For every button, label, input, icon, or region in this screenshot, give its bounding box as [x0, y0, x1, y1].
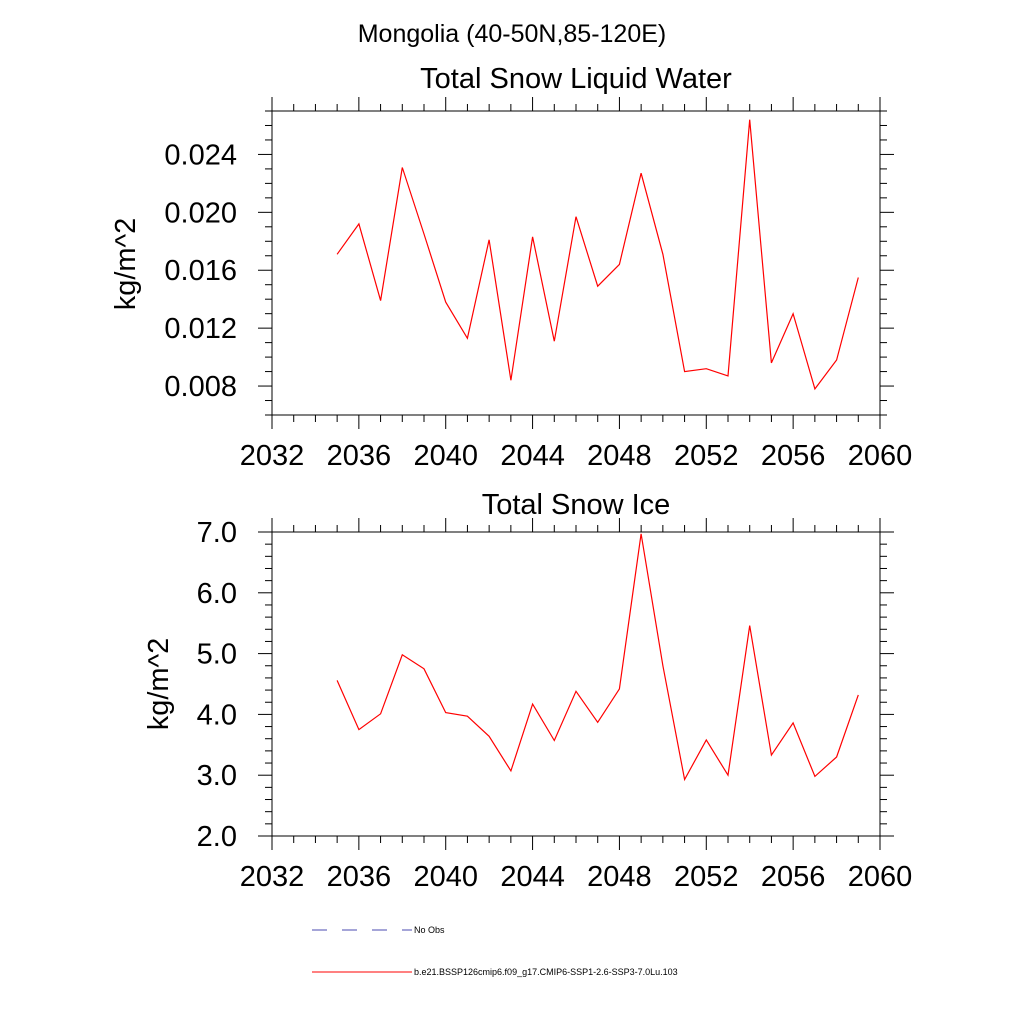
x-tick-label: 2060: [848, 440, 913, 472]
panel-snow-ice: Total Snow Ice kg/m^2 2032 2036 2040 2044 20…: [143, 489, 912, 893]
x-tick-label: 2060: [848, 861, 913, 893]
y-tick-label: 2.0: [197, 821, 237, 853]
legend-label-model: b.e21.BSSP126cmip6.f09_g17.CMIP6-SSP1-2.…: [414, 967, 678, 977]
y-tick-label: 4.0: [197, 699, 237, 731]
y-axis-label: kg/m^2: [110, 218, 142, 311]
x-tick-label: 2040: [413, 861, 478, 893]
x-tick-label: 2056: [761, 861, 826, 893]
legend: No Obs b.e21.BSSP126cmip6.f09_g17.CMIP6-…: [312, 925, 678, 977]
y-tick-label: 0.020: [164, 197, 237, 229]
y-tick-label: 3.0: [197, 760, 237, 792]
figure-suptitle: Mongolia (40-50N,85-120E): [358, 20, 667, 48]
panel-snow-liquid-water: Total Snow Liquid Water kg/m^2 2032 2036 2…: [110, 63, 912, 472]
x-tick-label: 2052: [674, 440, 739, 472]
panel-title: Total Snow Liquid Water: [420, 63, 732, 95]
x-tick-label: 2032: [240, 440, 305, 472]
y-tick-label: 0.016: [164, 255, 237, 287]
x-tick-label: 2056: [761, 440, 826, 472]
y-tick-label: 0.024: [164, 139, 237, 171]
y-tick-label: 7.0: [197, 517, 237, 549]
x-tick-label: 2036: [327, 861, 392, 893]
y-tick-label: 5.0: [197, 639, 237, 671]
y-tick-label: 6.0: [197, 578, 237, 610]
plot-frame: [271, 110, 881, 416]
y-tick-label: 0.012: [164, 313, 237, 345]
x-tick-label: 2036: [327, 440, 392, 472]
plot-area: 2032 2036 2040 2044 2048 2052 2056 2060 0.008 0.0…: [164, 97, 912, 472]
y-tick-label: 0.008: [164, 371, 237, 403]
x-tick-label: 2048: [587, 861, 652, 893]
x-tick-label: 2044: [500, 440, 565, 472]
legend-label-no-obs: No Obs: [414, 925, 445, 935]
x-tick-label: 2040: [413, 440, 478, 472]
panel-title: Total Snow Ice: [482, 489, 671, 521]
x-tick-label: 2032: [240, 861, 305, 893]
plot-area: 2032 2036 2040 2044 2048 2052 2056 2060 2.0 3.0 4.…: [197, 517, 913, 893]
y-axis-label: kg/m^2: [143, 638, 175, 731]
x-tick-label: 2052: [674, 861, 739, 893]
plot-frame: [271, 531, 881, 837]
x-tick-label: 2048: [587, 440, 652, 472]
x-tick-label: 2044: [500, 861, 565, 893]
series-line: [336, 119, 859, 391]
series-line: [336, 533, 859, 782]
